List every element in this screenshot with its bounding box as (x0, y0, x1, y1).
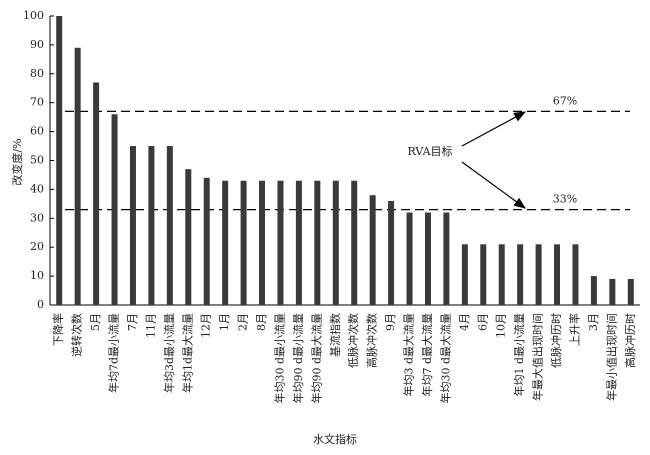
y-tick-label: 20 (30, 240, 44, 253)
x-tick-label: 高脉冲历时 (623, 313, 637, 368)
x-tick-label: 9月 (384, 313, 397, 331)
x-tick-label: 年最大值出现时间 (531, 313, 545, 401)
bar (609, 278, 616, 305)
bar (480, 244, 487, 305)
bar (314, 180, 321, 305)
bar (424, 212, 431, 305)
x-tick-label: 年均90 d最大流量 (309, 313, 323, 404)
bar (277, 180, 284, 305)
x-tick-label: 逆转次数 (70, 313, 84, 357)
y-tick-label: 10 (30, 269, 44, 282)
bar (185, 169, 192, 305)
reference-label: 33% (553, 193, 577, 206)
bar (535, 244, 542, 305)
y-tick-label: 80 (30, 67, 44, 80)
y-tick-label: 60 (30, 125, 44, 138)
bar (203, 177, 210, 305)
bar (166, 146, 173, 305)
bar (129, 146, 136, 305)
bar (351, 180, 358, 305)
bar (572, 244, 579, 305)
y-tick-label: 70 (30, 96, 44, 109)
bar (498, 244, 505, 305)
arrow (461, 111, 527, 147)
x-tick-label: 年均7d最小流量 (107, 313, 121, 393)
x-tick-label: 年最小值出现时间 (604, 313, 618, 401)
x-tick-label: 7月 (126, 313, 139, 331)
x-tick-label: 年均1d最大流量 (180, 313, 194, 393)
x-tick-label: 低脉冲次数 (346, 313, 360, 368)
bar (56, 16, 63, 305)
x-tick-label: 5月 (89, 313, 102, 331)
x-tick-label: 年均30 d最小流量 (272, 313, 286, 404)
x-tick-label: 年均7 d最大流量 (420, 313, 434, 397)
bar (461, 244, 468, 305)
x-tick-label: 年均1 d最小流量 (512, 313, 526, 397)
annotation: RVA目标 (407, 144, 452, 158)
arrow (461, 161, 526, 209)
x-axis-label: 水文指标 (313, 432, 357, 446)
x-tick-label: 12月 (200, 313, 213, 338)
y-axis-label: 改变度/% (10, 138, 24, 185)
x-tick-label: 8月 (255, 313, 268, 331)
bar (554, 244, 561, 305)
x-tick-label: 低脉冲历时 (549, 313, 563, 368)
bar (406, 212, 413, 305)
bar (388, 200, 395, 305)
x-tick-label: 高脉冲次数 (365, 313, 379, 368)
reference-label: 67% (553, 94, 577, 107)
bar (148, 146, 155, 305)
bar (517, 244, 524, 305)
y-tick-label: 50 (30, 154, 44, 167)
y-tick-label: 30 (30, 211, 44, 224)
bar (332, 180, 339, 305)
x-tick-label: 年均90 d最小流量 (291, 313, 305, 404)
y-tick-label: 0 (37, 298, 44, 311)
bar (443, 212, 450, 305)
bar (74, 47, 81, 305)
x-tick-label: 4月 (458, 313, 471, 331)
x-tick-label: 年均3d最小流量 (162, 313, 176, 393)
x-tick-label: 上升率 (567, 313, 581, 346)
bar (240, 180, 247, 305)
x-tick-label: 3月 (587, 313, 600, 331)
x-tick-label: 10月 (495, 313, 508, 338)
bar (590, 276, 597, 305)
bar (627, 278, 634, 305)
x-tick-label: 11月 (144, 313, 157, 338)
bar (93, 82, 100, 305)
x-tick-label: 1月 (218, 313, 231, 331)
x-tick-label: 下降率 (51, 313, 65, 346)
x-tick-label: 基流指数 (328, 313, 342, 357)
bar (259, 180, 266, 305)
x-tick-label: 2月 (237, 313, 250, 331)
x-tick-label: 6月 (476, 313, 489, 331)
bar (295, 180, 302, 305)
x-tick-label: 年均30 d最大流量 (438, 313, 452, 404)
bar (111, 114, 118, 305)
bar (369, 195, 376, 305)
y-tick-label: 100 (23, 9, 44, 22)
y-tick-label: 40 (30, 182, 44, 195)
x-tick-label: 年均3 d最大流量 (402, 313, 416, 397)
y-tick-label: 90 (30, 38, 44, 51)
bar (222, 180, 229, 305)
